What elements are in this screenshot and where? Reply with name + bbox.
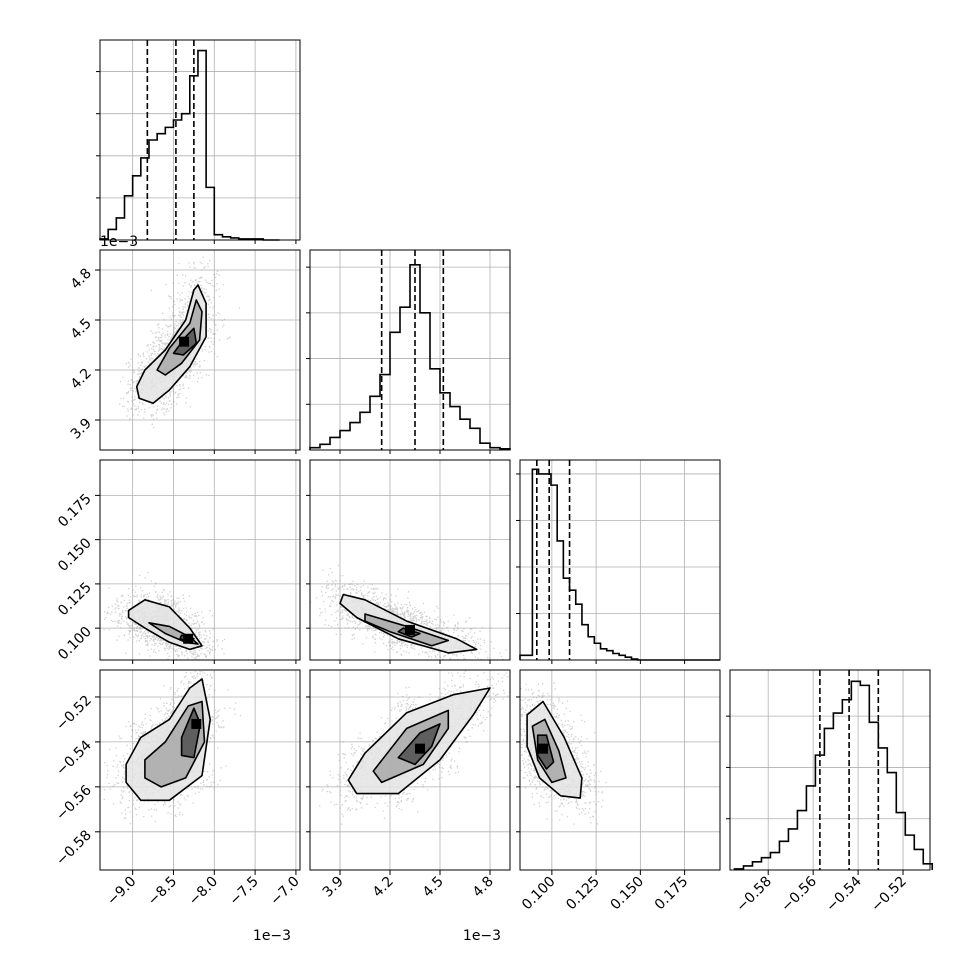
x-tick-label: −7.0	[267, 874, 302, 909]
pair-panel-p2-p3	[519, 669, 721, 871]
panel-frame	[309, 669, 511, 871]
density-peak	[415, 743, 425, 754]
x-tick-label: 4.2	[370, 874, 397, 901]
hist-panel-p0	[96, 39, 301, 241]
density-peak	[191, 718, 202, 729]
y-tick-label: 4.8	[68, 266, 95, 293]
contour-line	[372, 709, 450, 784]
pair-content	[103, 571, 226, 660]
x-tick-label: 0.150	[608, 874, 648, 914]
panel-frame	[309, 459, 511, 661]
y-tick-label: 0.150	[55, 535, 95, 575]
panel-frame	[99, 459, 301, 661]
x-tick-label: −0.56	[778, 873, 820, 915]
pair-panel-p1-p3	[309, 669, 511, 871]
panel-frame	[99, 249, 301, 451]
pair-panel-p1-p2	[309, 459, 511, 661]
pair-panel-p0-p2	[99, 459, 301, 661]
x-tick-label: −8.5	[145, 874, 180, 909]
x-tick-label: −9.0	[104, 874, 139, 909]
panel-frame	[729, 669, 931, 871]
density-peak	[538, 743, 549, 754]
pair-content	[119, 256, 241, 429]
histogram-step	[309, 264, 511, 450]
x-tick-label: −8.0	[186, 874, 221, 909]
histogram-step	[733, 680, 934, 870]
x-tick-label: 0.125	[563, 874, 603, 914]
y-tick-label: 4.2	[68, 366, 95, 393]
hist-panel-p2	[516, 459, 721, 661]
panel-background	[100, 460, 300, 660]
y-tick-label: 0.125	[55, 579, 95, 619]
contour-line	[526, 700, 583, 799]
panel-background	[100, 250, 300, 450]
x-tick-label: −0.54	[823, 873, 865, 915]
contour-line	[397, 723, 441, 766]
pair-content	[520, 670, 607, 825]
y-tick-label: −0.56	[53, 782, 95, 824]
y-tick-label: 3.9	[68, 416, 95, 443]
contour-line	[135, 284, 207, 405]
contour-line	[347, 687, 491, 795]
y-offset-label: 1e−3	[100, 234, 138, 250]
density-peak	[405, 624, 415, 635]
pair-content	[103, 670, 242, 825]
panel-frame	[309, 249, 511, 451]
hist-panel-p1	[306, 249, 511, 451]
pair-content	[310, 564, 510, 660]
panel-frame	[99, 39, 301, 241]
panel-frame	[519, 669, 721, 871]
y-tick-label: −0.52	[53, 692, 95, 734]
x-tick-label: 0.175	[652, 874, 692, 914]
x-offset-label: 1e−3	[253, 928, 291, 944]
contour-line	[536, 734, 555, 770]
hist-panel-p3	[726, 669, 934, 871]
density-peak	[183, 633, 194, 644]
y-tick-label: −0.58	[53, 827, 95, 869]
contour-line	[156, 299, 203, 376]
x-tick-label: −0.52	[868, 874, 910, 916]
x-tick-label: 4.8	[470, 874, 497, 901]
panel-frame	[519, 459, 721, 661]
density-fill	[136, 285, 207, 404]
contour-line	[339, 593, 478, 654]
pair-panel-p0-p3	[99, 669, 301, 871]
contour-line	[144, 700, 206, 788]
contour-line	[148, 622, 199, 645]
x-tick-label: −0.58	[733, 874, 775, 916]
contour-line	[125, 678, 211, 802]
y-tick-label: 0.175	[55, 491, 95, 531]
contour-line	[127, 599, 203, 651]
x-offset-label: 1e−3	[463, 928, 501, 944]
histogram-step	[99, 49, 280, 241]
y-tick-label: −0.54	[53, 737, 95, 779]
density-peak	[179, 336, 190, 347]
contour-line	[531, 718, 567, 784]
x-tick-label: −7.5	[227, 874, 262, 909]
x-tick-label: 4.5	[420, 874, 447, 901]
y-tick-label: 4.5	[68, 316, 95, 343]
x-tick-label: 0.100	[519, 874, 559, 914]
pair-panel-p0-p1	[99, 249, 301, 451]
pair-content	[319, 670, 510, 825]
y-tick-label: 0.100	[55, 624, 95, 664]
contour-line	[180, 707, 202, 759]
x-tick-label: 3.9	[320, 874, 347, 901]
panel-frame	[99, 669, 301, 871]
